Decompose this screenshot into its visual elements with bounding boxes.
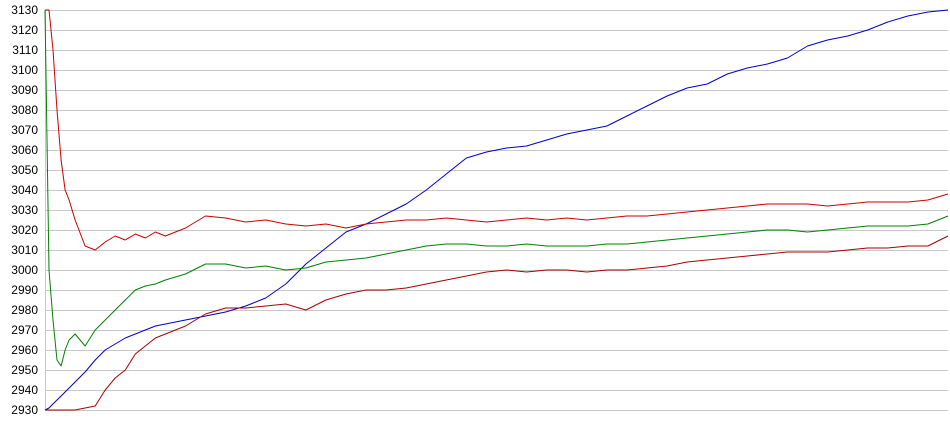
y-tick-label: 3070: [11, 123, 38, 137]
y-tick-label: 3080: [11, 103, 38, 117]
y-tick-label: 2950: [11, 363, 38, 377]
y-tick-label: 3010: [11, 243, 38, 257]
series-line-3: [44, 9, 949, 367]
y-tick-label: 2980: [11, 303, 38, 317]
y-tick-label: 3130: [11, 3, 38, 17]
y-tick-label: 3040: [11, 183, 38, 197]
y-tick-label: 2960: [11, 343, 38, 357]
series-lines: [44, 9, 949, 411]
y-tick-label: 2990: [11, 283, 38, 297]
y-axis-tick-labels: 2930 2940 2950 2960 2970 2980 2990 3000 3010 3020…: [11, 3, 38, 417]
y-tick-label: 3050: [11, 163, 38, 177]
y-tick-label: 3060: [11, 143, 38, 157]
y-tick-label: 3020: [11, 223, 38, 237]
y-tick-label: 3100: [11, 63, 38, 77]
y-tick-label: 2930: [11, 403, 38, 417]
y-tick-label: 3110: [12, 43, 38, 57]
y-tick-label: 3030: [11, 203, 38, 217]
y-tick-label: 3090: [11, 83, 38, 97]
y-tick-label: 2970: [11, 323, 38, 337]
gridlines: [45, 10, 948, 411]
y-tick-label: 3000: [11, 263, 38, 277]
series-line-1: [44, 9, 949, 411]
series-line-4: [45, 235, 949, 411]
y-tick-label: 3120: [11, 23, 38, 37]
series-line-2: [45, 9, 949, 251]
y-tick-label: 2940: [11, 383, 38, 397]
